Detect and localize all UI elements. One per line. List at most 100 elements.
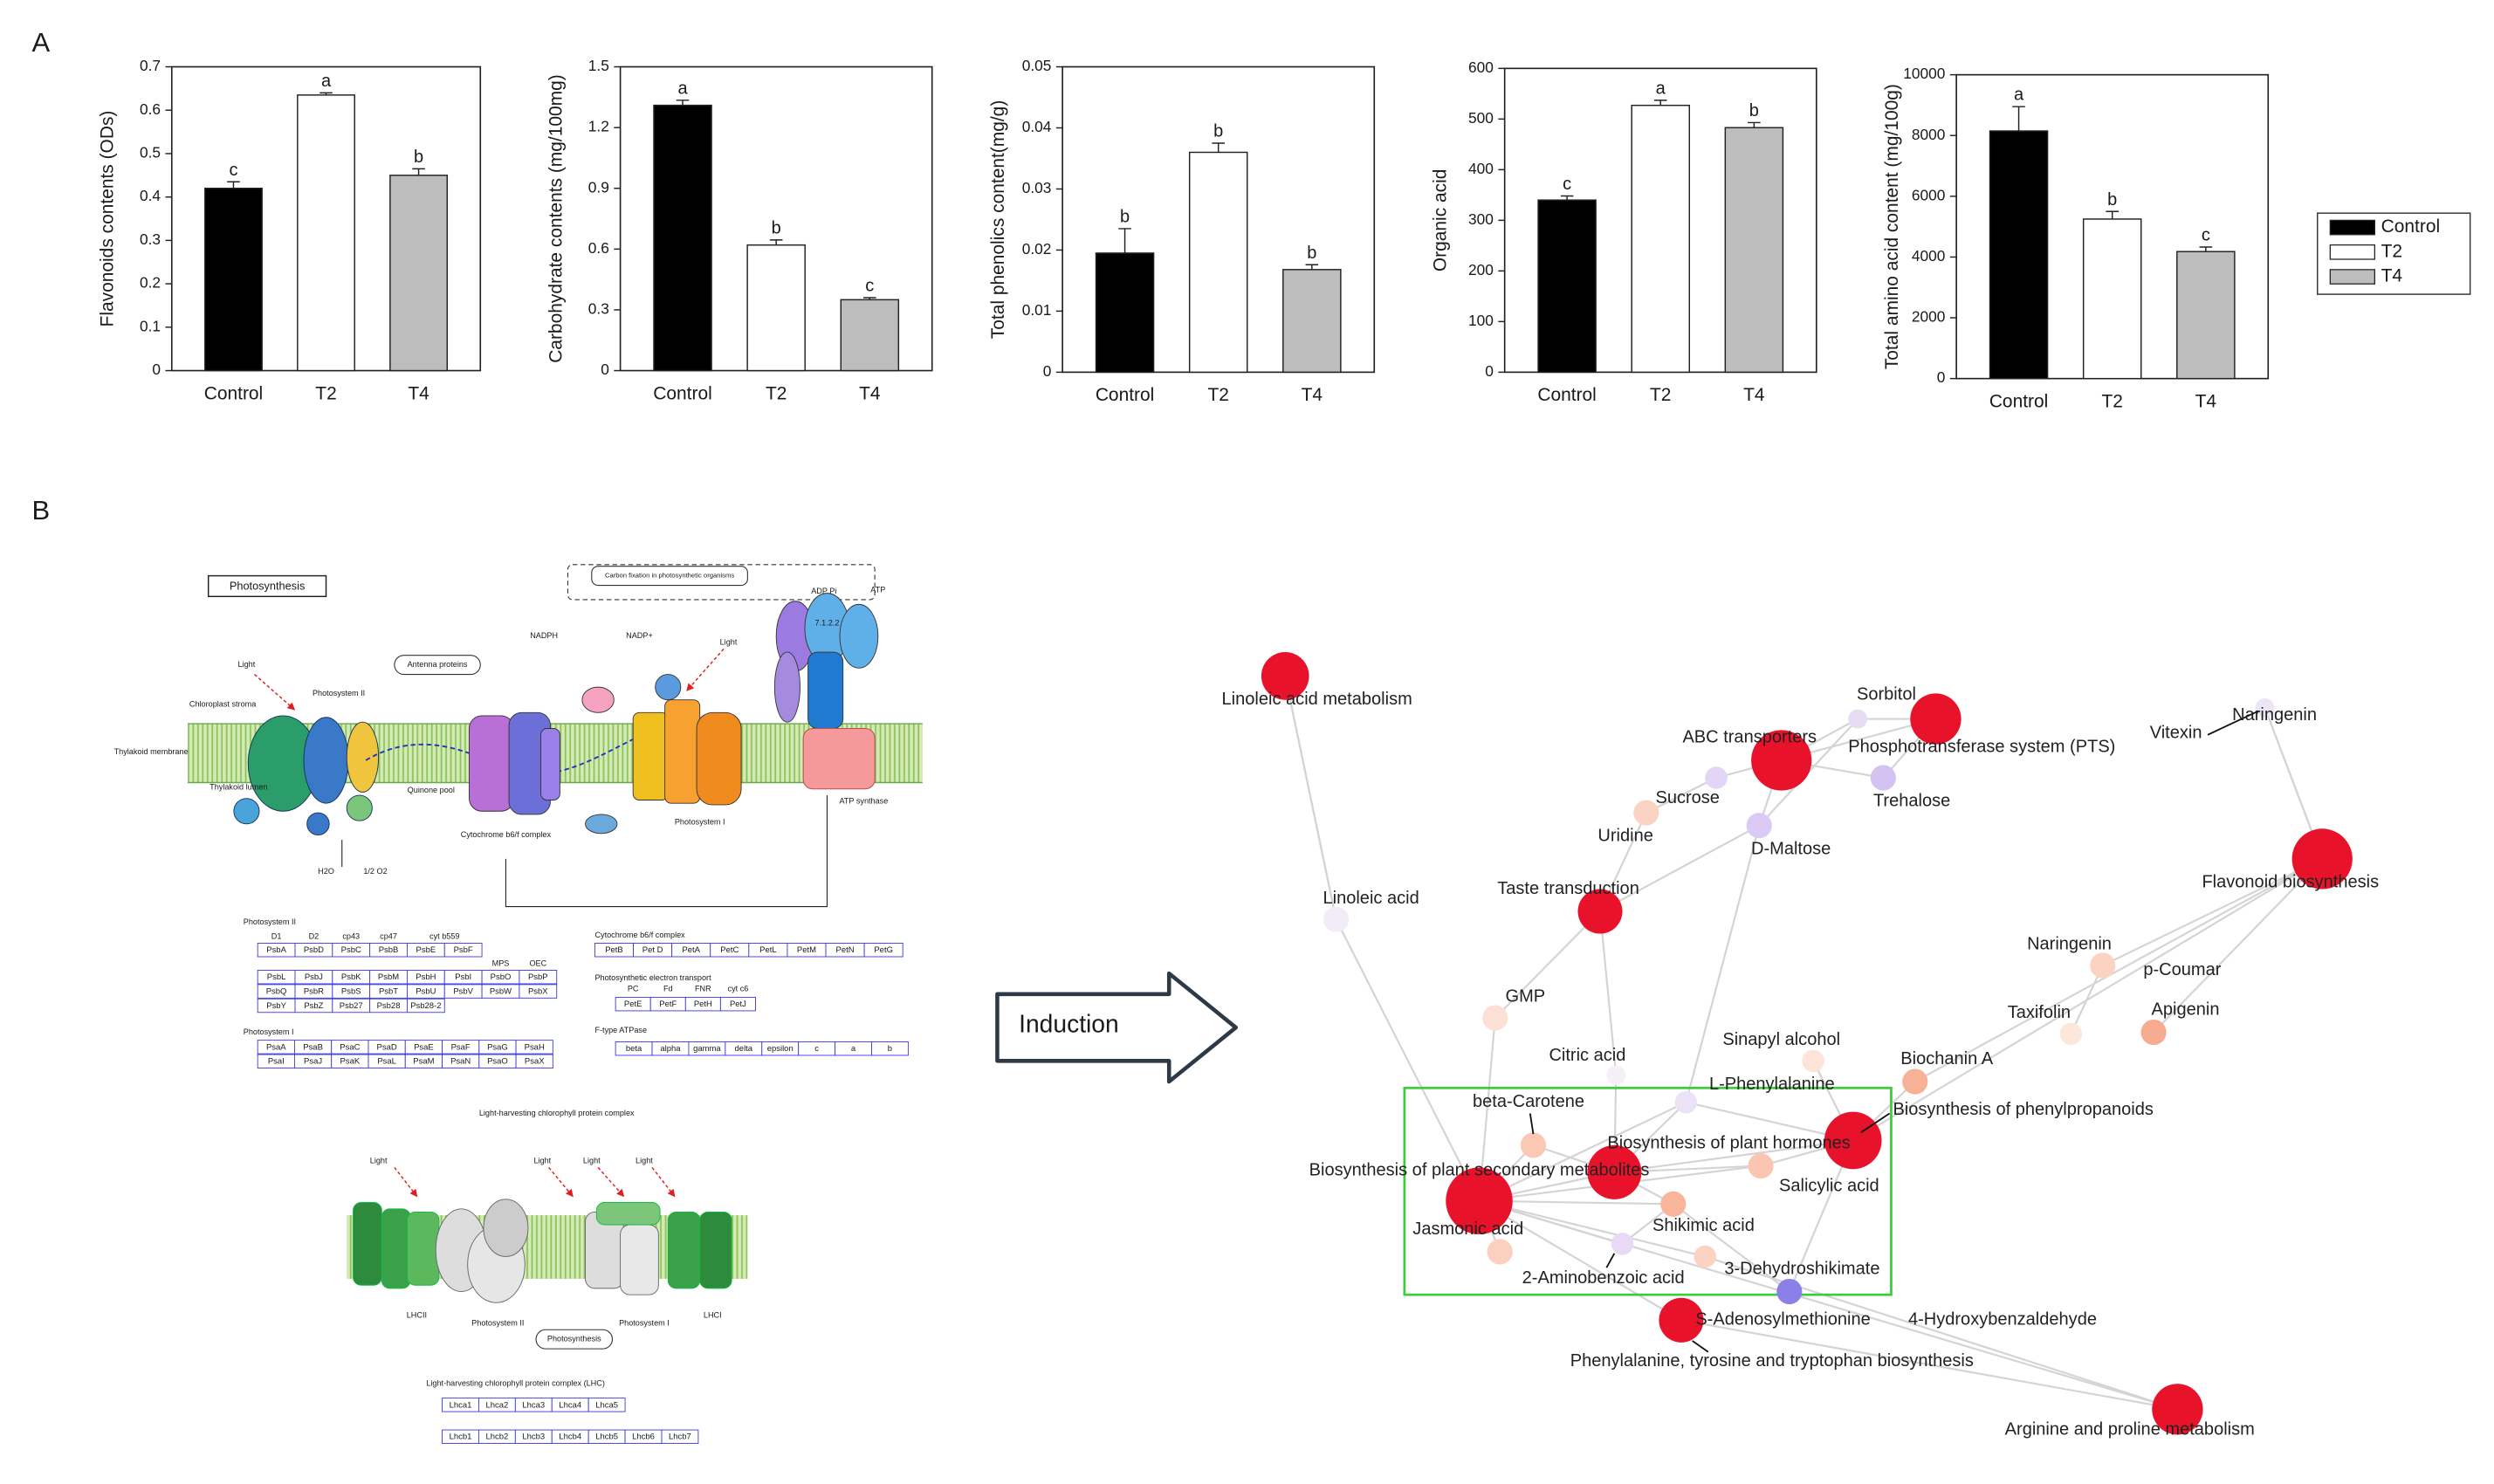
node-label: Naringenin [2027, 935, 2112, 954]
gene-name: PsaX [525, 1057, 545, 1067]
gene-name: Lhcb6 [632, 1432, 655, 1442]
node [2152, 1384, 2203, 1435]
light-arrow [254, 674, 296, 711]
node-label: GMP [1506, 987, 1546, 1007]
y-axis-label: Flavonoids contents (ODs) [97, 111, 117, 327]
error-bar [1748, 121, 1761, 128]
node-label: 2-Aminobenzoic acid [1522, 1268, 1685, 1288]
gene-name: PsaJ [304, 1057, 322, 1067]
complex [406, 1211, 440, 1286]
edge [1914, 857, 2323, 1082]
gene-cell [871, 1041, 909, 1056]
bar [653, 104, 712, 372]
label: LHCII [407, 1310, 427, 1319]
induction-label: Induction [1019, 1010, 1119, 1038]
legend-swatch [2329, 219, 2375, 236]
node [2140, 1019, 2167, 1046]
gene-name: Pet D [642, 945, 663, 955]
gene-name: Lhca5 [595, 1400, 618, 1410]
label: Light [636, 1157, 653, 1165]
significance-letter: b [772, 218, 781, 237]
node-label: Salicylic acid [1779, 1177, 1879, 1196]
table-title: Cytochrome b6/f complex [594, 931, 685, 939]
y-axis-label: Total phenolics content(mg/g) [988, 100, 1008, 340]
gene-name: delta [735, 1044, 753, 1054]
pathway-title: Photosynthesis [230, 580, 305, 593]
y-tick-label: 100 [1468, 312, 1494, 329]
gene-name: PsaK [340, 1057, 361, 1067]
node-label: Flavonoid biosynthesis [2202, 873, 2379, 892]
y-tick-label: 1.5 [588, 57, 609, 74]
column-label: PC [628, 985, 639, 993]
significance-letter: c [2202, 226, 2210, 245]
complex [632, 711, 669, 800]
label-box [394, 655, 481, 676]
node-label: Naringenin [2232, 705, 2317, 725]
complex [802, 727, 876, 790]
label: Antenna proteins [408, 660, 468, 669]
x-tick-label: Control [1537, 385, 1597, 405]
bar-chart: 0 0.3 0.6 0.9 1.2 1.5 Carbohydrate contents (m… [546, 57, 933, 403]
error-bar [769, 239, 783, 245]
leader-line [1860, 1112, 1891, 1134]
y-axis-label: Total amino acid content (mg/100g) [1882, 84, 1902, 369]
label: NADPH [530, 631, 558, 640]
error-bar [412, 168, 425, 175]
complex [620, 1224, 659, 1295]
gene-cell [719, 996, 756, 1012]
node-label: Citric acid [1549, 1046, 1625, 1065]
node [1659, 1297, 1704, 1343]
significance-letter: a [1656, 79, 1666, 98]
y-tick-label: 0 [1043, 362, 1052, 380]
column-label: cyt b559 [429, 932, 459, 941]
gene-name: Lhcb4 [559, 1432, 581, 1442]
node [1694, 1245, 1717, 1268]
gene-name: Lhca2 [485, 1400, 508, 1410]
bar [204, 188, 263, 372]
complex [483, 1199, 529, 1257]
x-tick-label: T4 [408, 383, 429, 403]
y-tick-label: 0.2 [140, 274, 161, 292]
network-nodes: Linoleic acid metabolism Linoleic acid Sor… [1222, 652, 2379, 1439]
gene-name: Psb27 [340, 1001, 363, 1011]
bar [1537, 199, 1597, 374]
complex [655, 674, 682, 701]
significance-letter: c [229, 161, 237, 180]
gene-name: beta [626, 1044, 642, 1054]
legend-swatch [2329, 269, 2375, 285]
complex [346, 794, 373, 821]
error-bar [1212, 142, 1225, 153]
gene-name: PsbV [453, 987, 473, 997]
edge [1704, 1255, 2178, 1411]
complex [839, 603, 879, 669]
edge [2153, 858, 2324, 1034]
gene-name: PsaN [450, 1057, 471, 1067]
column-label: Fd [663, 985, 673, 993]
node [1802, 1049, 1824, 1073]
y-tick-label: 0.04 [1022, 118, 1052, 135]
label: LHCI [704, 1310, 722, 1319]
edge [1479, 1101, 1687, 1202]
gene-name: PsaE [414, 1042, 434, 1052]
light-arrow [686, 648, 725, 691]
label: Light [238, 660, 256, 669]
gene-cell [863, 943, 903, 958]
bar [1188, 151, 1248, 374]
y-tick-label: 0.05 [1022, 57, 1052, 74]
gene-name: PsbH [416, 972, 436, 982]
x-tick-label: Control [1096, 385, 1155, 405]
x-tick-label: T2 [766, 383, 787, 403]
node [1577, 889, 1623, 934]
complex [773, 651, 800, 723]
error-bar [2199, 246, 2213, 252]
complex [303, 717, 349, 804]
node-label: Linoleic acid [1323, 889, 1419, 908]
gene-name: PsbO [491, 972, 512, 982]
node [1633, 800, 1659, 826]
gene-cell [519, 984, 558, 999]
y-tick-label: 300 [1468, 210, 1494, 228]
node-label: L-Phenylalanine [1709, 1075, 1835, 1094]
legend-label: T4 [2381, 266, 2403, 286]
gene-name: PetB [605, 945, 623, 955]
y-tick-label: 0.6 [588, 239, 609, 257]
